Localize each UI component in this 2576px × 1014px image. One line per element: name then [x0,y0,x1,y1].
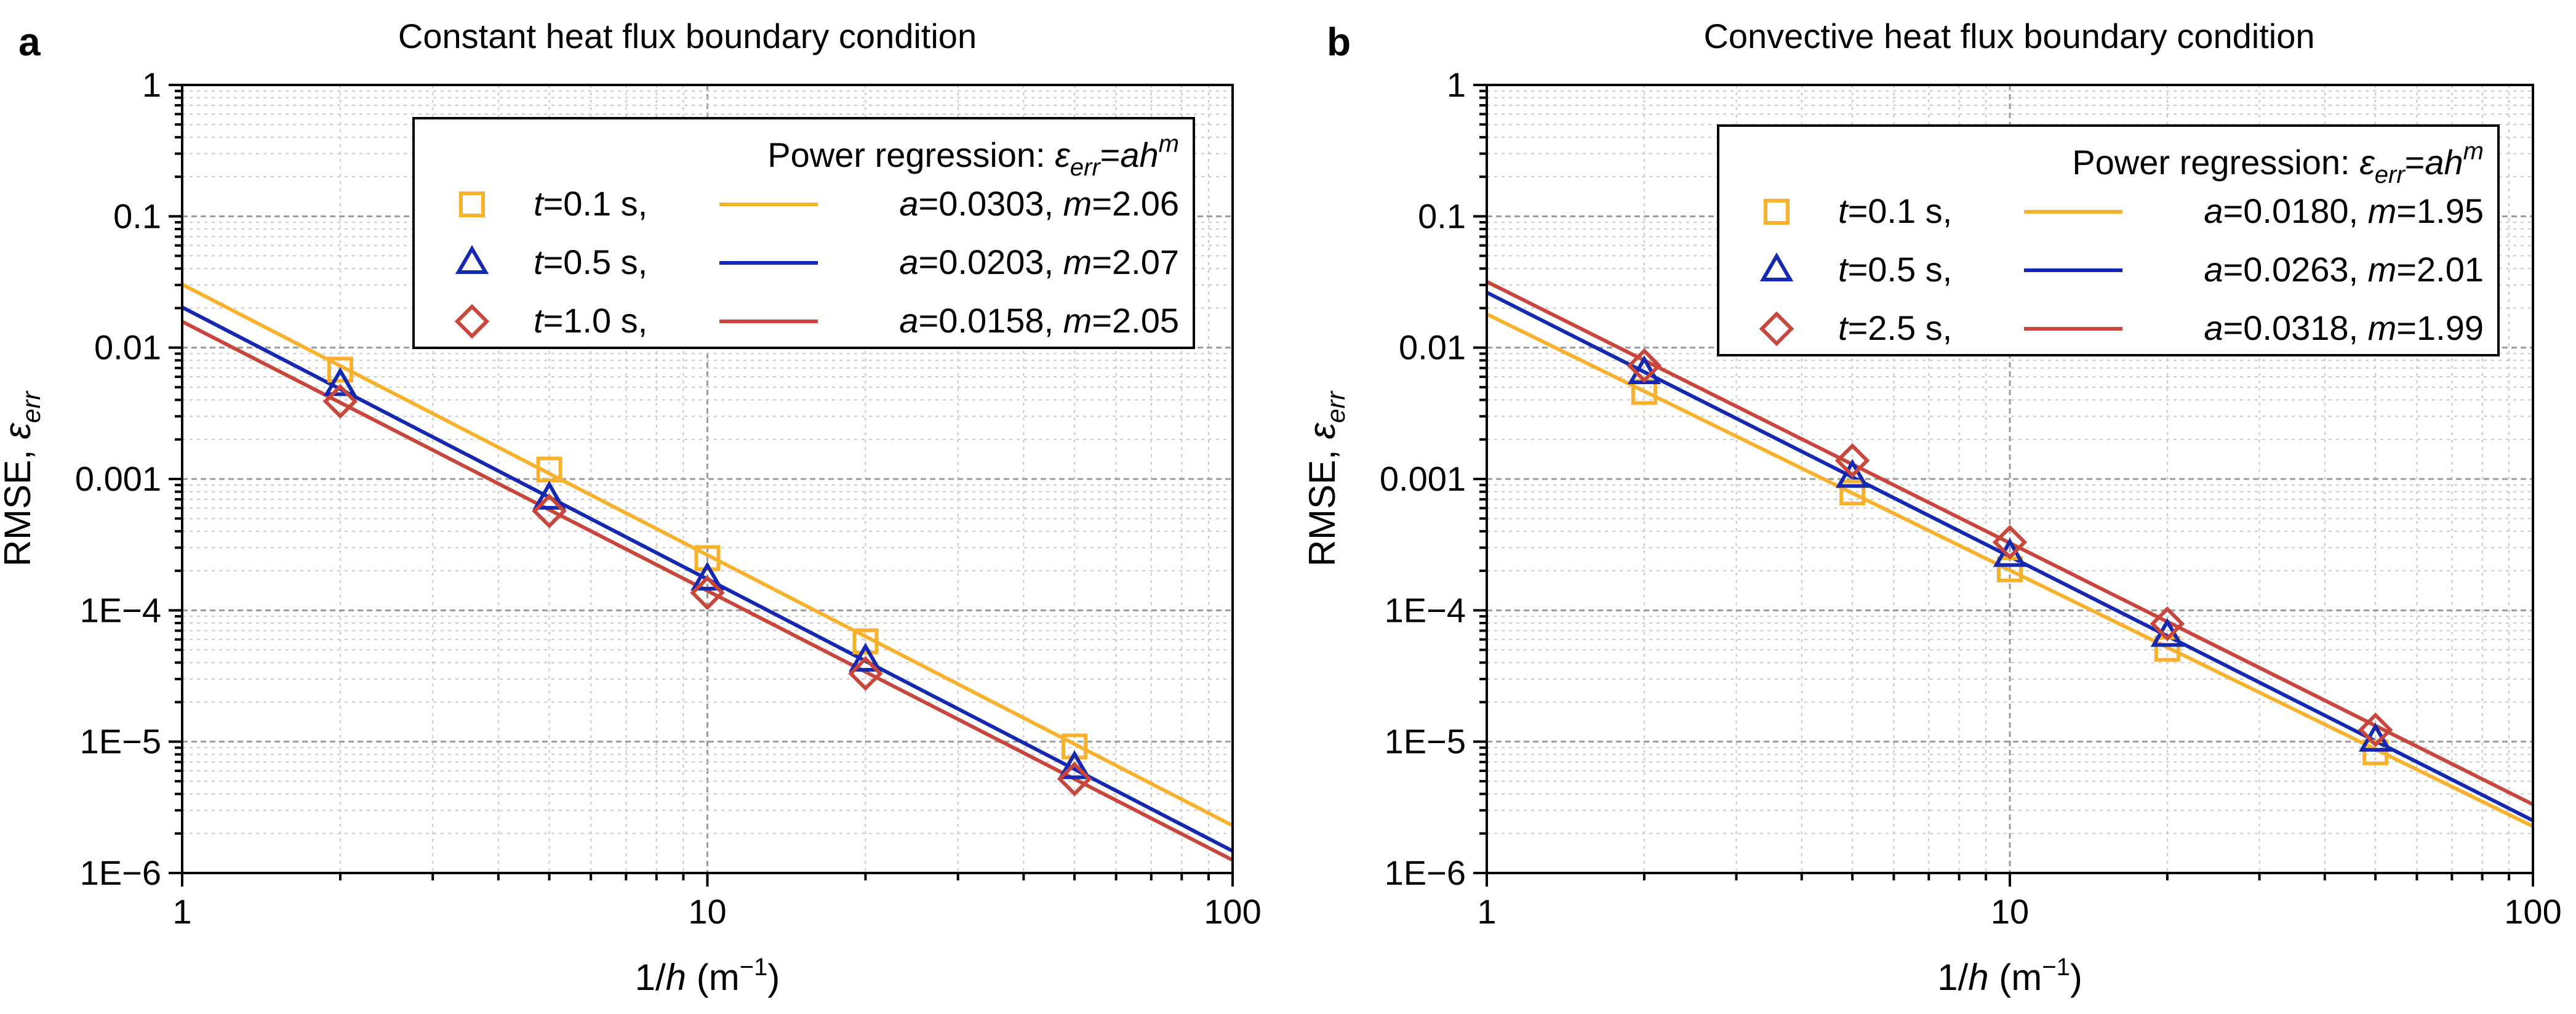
y-tick-label: 0.001 [1380,459,1466,498]
data-point-square [536,456,562,483]
series-0-markers [1631,379,2389,765]
y-tick-label: 1 [1447,65,1466,104]
legend-entry-2: t=1.0 s, a=0.0158, m=2.05 [454,301,1179,340]
panel-letter: a [18,20,41,64]
data-point-triangle [1835,459,1870,488]
data-point-square [852,628,879,654]
legend-series-label: t=0.1 s, [534,184,647,223]
y-tick-label: 1E−5 [80,722,161,761]
x-tick-label: 100 [2504,892,2561,931]
y-axis-label: RMSE, εerr [0,390,46,566]
ticks [169,84,1234,887]
legend-entry-1: t=0.5 s, a=0.0263, m=2.01 [1759,250,2484,289]
data-point-diamond [690,575,725,611]
legend-series-label: t=0.5 s, [1838,250,1952,289]
legend-entry-0: t=0.1 s, a=0.0180, m=1.95 [1764,191,2484,230]
fit-line-series-0 [1487,312,2533,828]
panel-letter: b [1327,20,1351,64]
y-tick-label: 0.1 [113,196,161,235]
legend-marker-triangle [1759,252,1794,281]
data-point-triangle [323,367,358,396]
data-point-diamond [1057,762,1092,797]
fit-line-series-2 [182,320,1233,862]
series-2-markers [1626,348,2393,747]
legend-marker-square [1764,199,1790,225]
chart-title: Constant heat flux boundary condition [398,17,977,55]
legend-series-label: t=0.1 s, [1838,191,1952,230]
data-point-diamond [1626,348,1662,384]
data-point-square [2362,739,2389,765]
data-point-triangle [849,642,882,672]
y-tick-label: 1 [142,65,161,104]
legend-marker-diamond [1759,311,1794,347]
legend-fit-params: a=0.0158, m=2.05 [899,301,1179,340]
ticks [1473,84,2534,887]
y-tick-label: 0.1 [1418,196,1466,235]
series-0-markers [327,356,1088,760]
legend-title: Power regression: εerr=ahm [2072,138,2484,188]
legend-fit-params: a=0.0203, m=2.07 [899,243,1179,281]
data-point-diamond [2150,606,2185,642]
legend-fit-params: a=0.0180, m=1.95 [2204,191,2484,230]
legend-entry-1: t=0.5 s, a=0.0203, m=2.07 [455,243,1179,281]
legend-series-label: t=0.5 s, [534,243,647,281]
y-tick-label: 0.01 [1399,328,1466,367]
legend-marker-diamond [454,304,490,339]
y-tick-label: 1E−6 [1385,853,1466,892]
data-point-diamond [532,493,567,529]
legend-series-label: t=2.5 s, [1838,308,1952,347]
y-axis-label: RMSE, εerr [1302,390,1350,566]
x-tick-label: 1 [1477,892,1496,931]
data-point-triangle [1057,750,1092,779]
data-point-square [327,356,353,383]
legend-title: Power regression: εerr=ahm [767,131,1179,181]
legend: Power regression: εerr=ahm t=0.1 s, a=0.01… [1717,124,2500,356]
legend-box [1717,124,2500,356]
data-point-diamond [2358,712,2393,747]
x-tick-label: 10 [1991,892,2029,931]
data-point-diamond [1992,525,2028,560]
data-point-triangle [690,561,724,591]
data-point-triangle [1993,537,2027,567]
legend-fit-params: a=0.0303, m=2.06 [899,184,1179,223]
legend-box [412,117,1195,349]
data-point-square [694,545,721,571]
legend-marker-triangle [455,245,489,274]
legend: Power regression: εerr=ahm t=0.1 s, a=0.03… [412,117,1195,349]
legend-series-label: t=1.0 s, [534,301,647,340]
series-2-markers [322,384,1092,797]
legend-entry-2: t=2.5 s, a=0.0318, m=1.99 [1759,308,2484,347]
legend-marker-square [459,191,485,217]
data-point-square [1839,479,1866,505]
y-tick-label: 1E−5 [1385,722,1466,761]
x-tick-label: 100 [1204,892,1261,931]
y-tick-label: 1E−4 [80,590,161,629]
legend-entry-0: t=0.1 s, a=0.0303, m=2.06 [459,184,1179,223]
y-tick-label: 0.001 [75,459,161,498]
data-point-diamond [848,656,883,691]
fit-line-series-0 [182,283,1233,827]
y-tick-label: 0.01 [94,328,161,367]
x-axis-label: 1/h (m−1) [1937,954,2082,998]
legend-fit-params: a=0.0318, m=1.99 [2204,308,2484,347]
data-point-diamond [1834,443,1870,478]
y-tick-label: 1E−4 [1385,590,1466,629]
chart-title: Convective heat flux boundary condition [1703,17,2314,55]
panel-b: b Convective heat flux boundary condition… [1302,17,2562,998]
data-point-triangle [532,480,566,510]
data-point-diamond [322,384,358,419]
y-tick-label: 1E−6 [80,853,161,892]
x-tick-label: 10 [688,892,726,931]
x-tick-label: 1 [172,892,191,931]
x-axis-label: 1/h (m−1) [635,954,780,998]
series-1-markers [323,367,1092,779]
legend-fit-params: a=0.0263, m=2.01 [2204,250,2484,289]
